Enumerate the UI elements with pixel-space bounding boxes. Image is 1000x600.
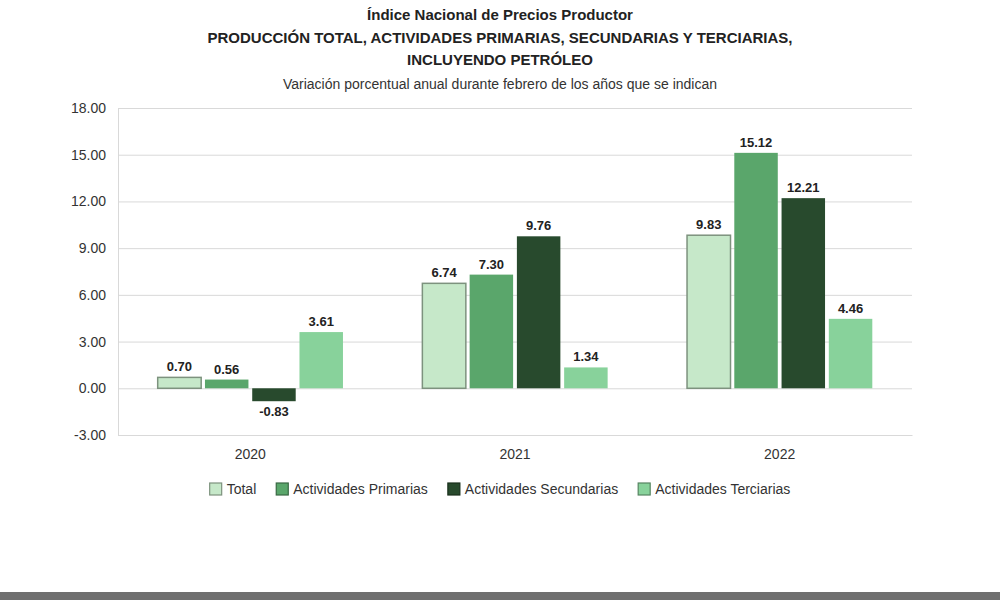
x-tick-label: 2021	[499, 446, 530, 462]
data-label: 0.56	[214, 362, 239, 377]
y-axis-line	[119, 109, 913, 436]
grid-line	[118, 155, 912, 156]
y-tick-label: 0.00	[79, 380, 106, 396]
x-axis: 2020 2021 2022	[119, 436, 913, 462]
footer-band	[0, 592, 1000, 600]
subtitle: Variación porcentual anual durante febre…	[283, 76, 717, 92]
y-tick-label: 18.00	[71, 100, 106, 116]
grid-line	[118, 388, 912, 389]
x-tick: 2022	[764, 446, 795, 462]
x-tick: 2021	[499, 446, 530, 462]
data-label: 15.12	[740, 135, 773, 150]
bar	[564, 367, 607, 388]
bar	[517, 236, 560, 388]
data-label: 0.70	[167, 359, 192, 374]
grid-line	[118, 435, 912, 436]
y-tick: 18.00	[71, 100, 912, 116]
data-label: 6.74	[431, 265, 457, 280]
y-tick-label: -3.00	[74, 427, 106, 443]
x-tick-label: 2020	[235, 446, 266, 462]
y-tick: -3.00	[74, 427, 912, 443]
bar	[829, 319, 872, 388]
bar	[252, 388, 295, 401]
y-axis: -3.00 0.00 3.00 6.00 9.00 12.00 15.00 18.00	[71, 100, 912, 443]
legend-label: Total	[227, 481, 257, 497]
y-tick-label: 9.00	[79, 240, 106, 256]
legend-swatch	[210, 483, 222, 495]
y-tick-label: 15.00	[71, 147, 106, 163]
bar	[422, 283, 465, 388]
legend: Total Actividades Primarias Actividades Se…	[210, 481, 791, 497]
bar	[158, 377, 201, 388]
data-label: 9.83	[696, 217, 721, 232]
y-tick-label: 3.00	[79, 334, 106, 350]
legend-swatch	[276, 483, 288, 495]
legend-item: Actividades Terciarias	[638, 481, 790, 497]
grid-line	[118, 108, 912, 109]
bars	[158, 153, 873, 401]
chart: Índice Nacional de Precios Productor PROD…	[0, 0, 1000, 600]
data-label: 9.76	[526, 218, 551, 233]
title: Índice Nacional de Precios Productor	[367, 6, 633, 23]
y-tick-label: 12.00	[71, 193, 106, 209]
legend-item: Actividades Primarias	[276, 481, 428, 497]
x-axis-line	[119, 435, 913, 436]
data-label: 12.21	[787, 180, 820, 195]
legend-label: Actividades Terciarias	[655, 481, 790, 497]
legend-swatch	[638, 483, 650, 495]
bar	[205, 380, 248, 389]
legend-swatch	[448, 483, 460, 495]
legend-item: Total	[210, 481, 257, 497]
bar	[299, 332, 342, 388]
bar	[687, 235, 730, 388]
y-tick: 15.00	[71, 147, 912, 163]
title: INCLUYENDO PETRÓLEO	[407, 51, 593, 68]
data-label: 3.61	[309, 314, 334, 329]
bar	[734, 153, 777, 388]
data-labels: 0.70 6.74 9.83 0.56 7.30 15.12 -0.83 9.76 12.21 3…	[167, 135, 863, 419]
bar	[782, 198, 825, 388]
legend-item: Actividades Secundarias	[448, 481, 618, 497]
data-label: 4.46	[838, 301, 863, 316]
data-label: -0.83	[259, 404, 289, 419]
y-tick-label: 6.00	[79, 287, 106, 303]
legend-label: Actividades Secundarias	[465, 481, 618, 497]
data-label: 1.34	[573, 349, 599, 364]
legend-label: Actividades Primarias	[293, 481, 428, 497]
data-label: 7.30	[479, 257, 504, 272]
x-tick-label: 2022	[764, 446, 795, 462]
x-tick: 2020	[235, 446, 266, 462]
bar	[470, 275, 513, 389]
title: PRODUCCIÓN TOTAL, ACTIVIDADES PRIMARIAS,…	[207, 29, 792, 46]
